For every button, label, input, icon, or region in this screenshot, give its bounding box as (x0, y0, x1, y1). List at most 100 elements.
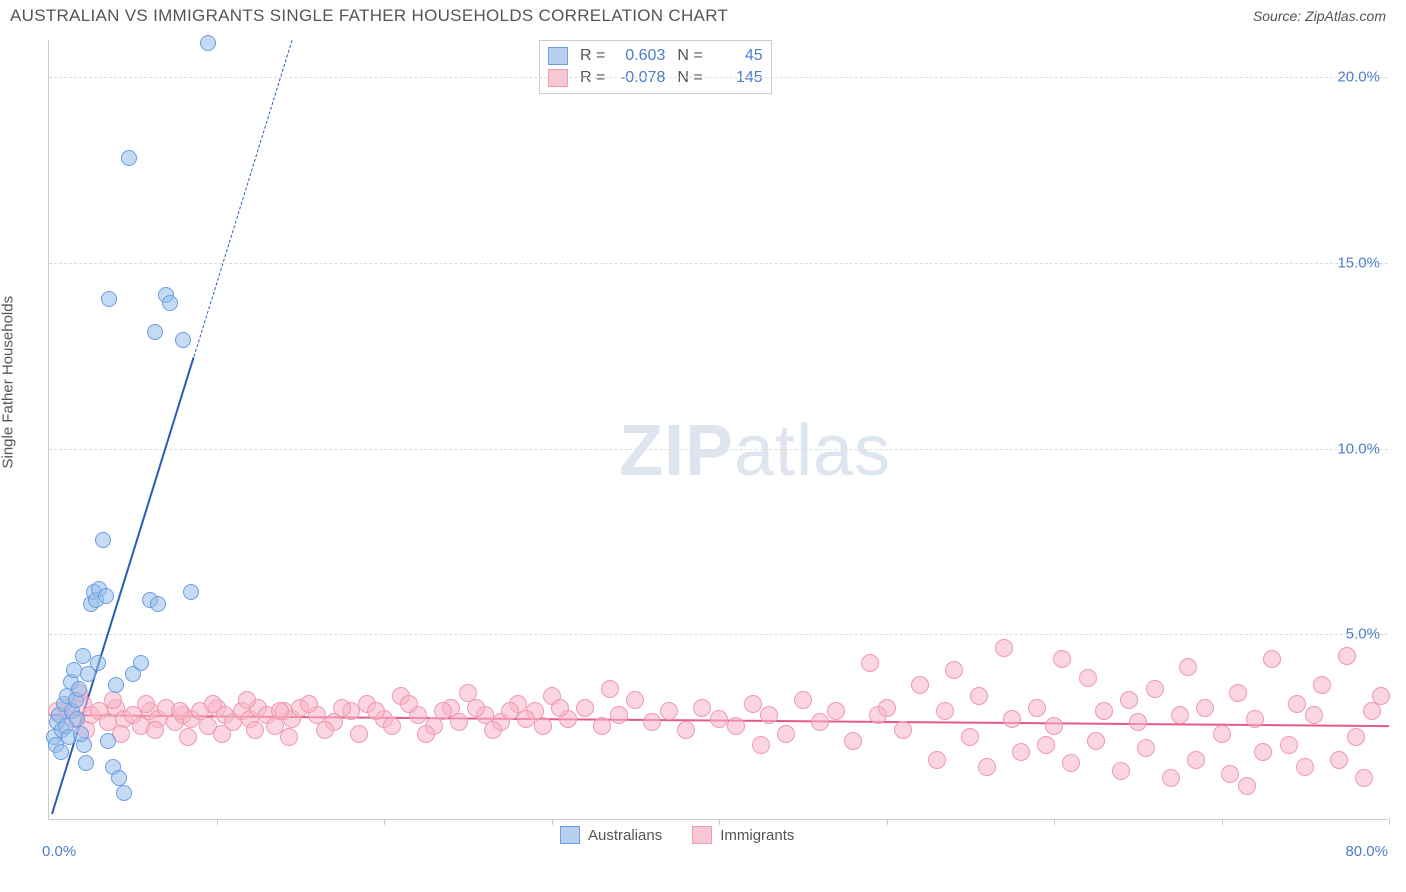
scatter-point-australians (150, 596, 166, 612)
scatter-point-immigrants (238, 691, 256, 709)
scatter-point-immigrants (434, 702, 452, 720)
scatter-point-immigrants (928, 751, 946, 769)
scatter-point-immigrants (911, 676, 929, 694)
scatter-point-australians (183, 584, 199, 600)
scatter-point-immigrants (693, 699, 711, 717)
legend-label-australians: Australians (588, 827, 662, 844)
scatter-point-immigrants (936, 702, 954, 720)
scatter-point-immigrants (1330, 751, 1348, 769)
scatter-point-australians (200, 35, 216, 51)
scatter-point-immigrants (1187, 751, 1205, 769)
y-tick-label: 20.0% (1337, 69, 1380, 86)
x-tick (887, 819, 888, 825)
scatter-point-australians (75, 648, 91, 664)
scatter-point-immigrants (333, 699, 351, 717)
scatter-point-immigrants (660, 702, 678, 720)
scatter-point-australians (71, 681, 87, 697)
scatter-point-immigrants (1120, 691, 1138, 709)
scatter-point-immigrants (1171, 706, 1189, 724)
scatter-point-australians (133, 655, 149, 671)
scatter-point-immigrants (794, 691, 812, 709)
stats-legend-box: R = 0.603 N = 45 R = -0.078 N = 145 (539, 40, 772, 94)
x-tick (1389, 819, 1390, 825)
scatter-point-immigrants (271, 702, 289, 720)
scatter-point-immigrants (1162, 769, 1180, 787)
scatter-point-immigrants (246, 721, 264, 739)
n-label: N = (677, 47, 702, 65)
scatter-point-immigrants (677, 721, 695, 739)
scatter-point-immigrants (593, 717, 611, 735)
scatter-point-immigrants (1238, 777, 1256, 795)
scatter-point-australians (162, 295, 178, 311)
scatter-point-immigrants (1280, 736, 1298, 754)
scatter-point-immigrants (1095, 702, 1113, 720)
scatter-point-australians (78, 755, 94, 771)
scatter-point-australians (101, 291, 117, 307)
legend-label-immigrants: Immigrants (720, 827, 794, 844)
scatter-point-australians (95, 532, 111, 548)
scatter-point-australians (116, 785, 132, 801)
x-tick (1222, 819, 1223, 825)
scatter-point-immigrants (1012, 743, 1030, 761)
scatter-point-immigrants (1305, 706, 1323, 724)
scatter-point-immigrants (1296, 758, 1314, 776)
scatter-point-immigrants (1196, 699, 1214, 717)
scatter-point-australians (69, 711, 85, 727)
x-tick (1054, 819, 1055, 825)
scatter-point-australians (111, 770, 127, 786)
scatter-point-immigrants (146, 721, 164, 739)
swatch-australians (548, 47, 568, 65)
x-tick-label-min: 0.0% (42, 843, 76, 860)
scatter-point-immigrants (861, 654, 879, 672)
scatter-point-immigrants (179, 728, 197, 746)
x-tick (384, 819, 385, 825)
scatter-point-immigrants (1213, 725, 1231, 743)
source-attribution: Source: ZipAtlas.com (1253, 8, 1386, 24)
scatter-point-immigrants (137, 695, 155, 713)
scatter-point-immigrants (517, 710, 535, 728)
scatter-point-immigrants (1137, 739, 1155, 757)
scatter-point-immigrants (1129, 713, 1147, 731)
scatter-point-immigrants (1263, 650, 1281, 668)
scatter-point-immigrants (1246, 710, 1264, 728)
scatter-point-australians (121, 150, 137, 166)
scatter-point-immigrants (844, 732, 862, 750)
scatter-point-immigrants (1313, 676, 1331, 694)
scatter-point-immigrants (484, 721, 502, 739)
scatter-point-immigrants (1003, 710, 1021, 728)
scatter-point-immigrants (300, 695, 318, 713)
trend-line (194, 40, 293, 356)
scatter-point-australians (90, 655, 106, 671)
scatter-point-immigrants (501, 702, 519, 720)
scatter-point-immigrants (417, 725, 435, 743)
scatter-point-immigrants (204, 695, 222, 713)
scatter-point-immigrants (1179, 658, 1197, 676)
scatter-point-immigrants (171, 702, 189, 720)
scatter-point-immigrants (213, 725, 231, 743)
scatter-point-immigrants (995, 639, 1013, 657)
scatter-point-immigrants (316, 721, 334, 739)
scatter-point-immigrants (643, 713, 661, 731)
scatter-point-immigrants (104, 691, 122, 709)
scatter-point-immigrants (945, 661, 963, 679)
scatter-point-immigrants (1028, 699, 1046, 717)
gridline (49, 263, 1388, 264)
scatter-point-immigrants (1079, 669, 1097, 687)
scatter-point-australians (98, 588, 114, 604)
scatter-point-immigrants (1221, 765, 1239, 783)
scatter-point-immigrants (1355, 769, 1373, 787)
x-tick (217, 819, 218, 825)
scatter-point-australians (53, 744, 69, 760)
chart-container: Single Father Households ZIPatlas R = 0.… (0, 30, 1406, 880)
y-axis-label: Single Father Households (0, 296, 17, 469)
y-tick-label: 15.0% (1337, 254, 1380, 271)
scatter-point-immigrants (827, 702, 845, 720)
x-tick-label-max: 80.0% (1345, 843, 1388, 860)
y-tick-label: 10.0% (1337, 440, 1380, 457)
scatter-point-immigrants (383, 717, 401, 735)
legend-swatch-australians (560, 826, 580, 844)
stats-row-australians: R = 0.603 N = 45 (548, 45, 763, 67)
scatter-point-immigrants (576, 699, 594, 717)
trend-line (51, 356, 195, 813)
scatter-point-immigrants (534, 717, 552, 735)
